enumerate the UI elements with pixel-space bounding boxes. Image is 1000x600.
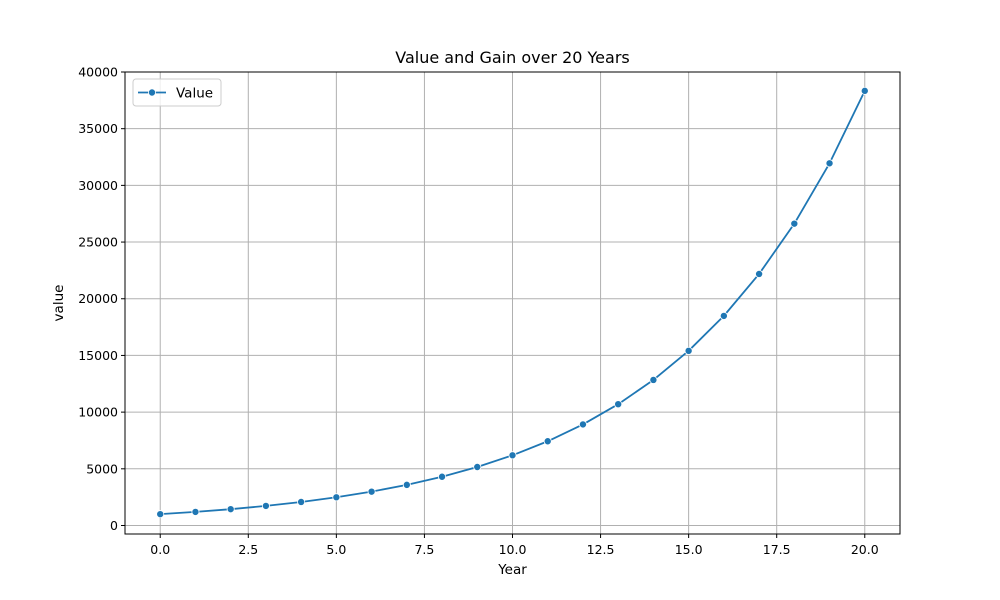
data-point (543, 437, 552, 446)
data-point (332, 493, 341, 502)
y-tick-label: 5000 (86, 461, 118, 476)
x-tick-label: 15.0 (675, 542, 703, 557)
x-tick-label: 17.5 (763, 542, 791, 557)
y-tick-label: 30000 (78, 178, 118, 193)
y-axis-label: value (51, 285, 67, 322)
data-point (156, 510, 165, 519)
y-tick-label: 20000 (78, 291, 118, 306)
legend-box (132, 78, 222, 107)
legend-label: Value (176, 86, 213, 102)
y-tick-label: 25000 (78, 235, 118, 250)
data-point (402, 480, 411, 489)
x-tick-label: 10.0 (499, 542, 527, 557)
x-tick-label: 12.5 (587, 542, 615, 557)
data-point (578, 420, 587, 429)
y-tick-label: 35000 (78, 121, 118, 136)
data-point (191, 507, 200, 516)
data-point (367, 487, 376, 496)
data-point (297, 497, 306, 506)
legend: Value (132, 78, 222, 107)
x-tick-label: 7.5 (414, 542, 434, 557)
data-point (261, 501, 270, 510)
data-point (860, 86, 869, 95)
y-tick-label: 10000 (78, 405, 118, 420)
data-point (508, 451, 517, 460)
y-tick-label: 40000 (78, 65, 118, 80)
data-point (649, 375, 658, 384)
x-tick-label: 2.5 (238, 542, 258, 557)
data-point (614, 400, 623, 409)
x-tick-label: 5.0 (326, 542, 346, 557)
data-point (825, 159, 834, 168)
ticks: 0.0 2.5 5.0 7.5 10.0 12.5 15.0 17.5 20.0 0 5000 100… (78, 65, 878, 558)
chart-title: Value and Gain over 20 Years (395, 48, 630, 67)
legend-marker (147, 88, 156, 97)
x-tick-label: 20.0 (851, 542, 879, 557)
y-tick-label: 15000 (78, 348, 118, 363)
data-point (719, 311, 728, 320)
data-point (226, 505, 235, 514)
data-point (684, 346, 693, 355)
data-point (755, 269, 764, 278)
data-point (790, 219, 799, 228)
x-axis-label: Year (497, 562, 527, 578)
data-point (473, 462, 482, 471)
grid (125, 71, 900, 534)
y-tick-label: 0 (110, 518, 118, 533)
data-point (438, 472, 447, 481)
x-tick-label: 0.0 (150, 542, 170, 557)
series-layer (156, 86, 869, 519)
